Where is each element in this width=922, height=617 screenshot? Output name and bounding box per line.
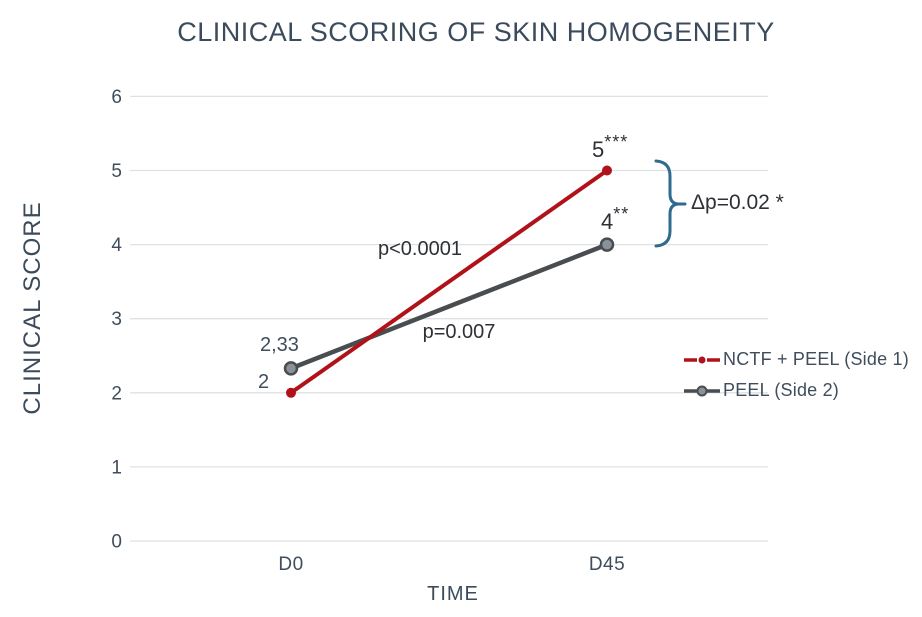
data-point-peel (283, 361, 299, 376)
legend-marker-peel-icon (684, 385, 720, 396)
legend-item-nctf: NCTF + PEEL (Side 1) (683, 349, 909, 370)
data-point-nctf (286, 387, 296, 398)
chart-title: CLINICAL SCORING OF SKIN HOMOGENEITY (177, 17, 775, 47)
delta-bracket (654, 159, 681, 206)
x-axis-title: TIME (427, 583, 479, 605)
x-tick-label: D45 (589, 554, 625, 575)
point-label-nctf-d0: 2 (258, 371, 270, 393)
legend-label: PEEL (Side 2) (723, 380, 839, 400)
significance-stars: *** (604, 132, 629, 152)
y-tick-label: 4 (111, 235, 122, 256)
y-tick-label: 3 (111, 309, 122, 330)
y-tick-label: 2 (111, 383, 122, 404)
x-tick-label: D0 (278, 554, 303, 575)
legend-label: NCTF + PEEL (Side 1) (723, 349, 909, 369)
delta-p-label: Δp=0.02 * (691, 191, 784, 214)
series-line-peel (288, 242, 610, 371)
legend: NCTF + PEEL (Side 1) PEEL (Side 2) (683, 349, 909, 401)
delta-bracket (654, 202, 681, 248)
data-point-peel (599, 237, 615, 252)
legend-marker-nctf-icon (684, 356, 720, 363)
point-value: 4 (601, 209, 614, 234)
y-tick-label: 0 (111, 532, 122, 553)
p-value-peel: p=0.007 (422, 321, 496, 343)
y-tick-label: 1 (111, 457, 122, 478)
legend-item-peel: PEEL (Side 2) (683, 380, 909, 401)
series-line-nctf (289, 168, 609, 395)
data-point-nctf (602, 165, 612, 176)
point-label-peel-d45: 4** (601, 204, 629, 235)
point-label-nctf-d45: 5*** (592, 132, 628, 163)
p-value-nctf: p<0.0001 (378, 238, 462, 260)
point-label-peel-d0: 2,33 (260, 334, 299, 356)
point-value: 5 (592, 137, 605, 162)
significance-stars: ** (613, 204, 630, 224)
y-tick-label: 6 (111, 87, 122, 108)
y-tick-label: 5 (111, 161, 122, 182)
